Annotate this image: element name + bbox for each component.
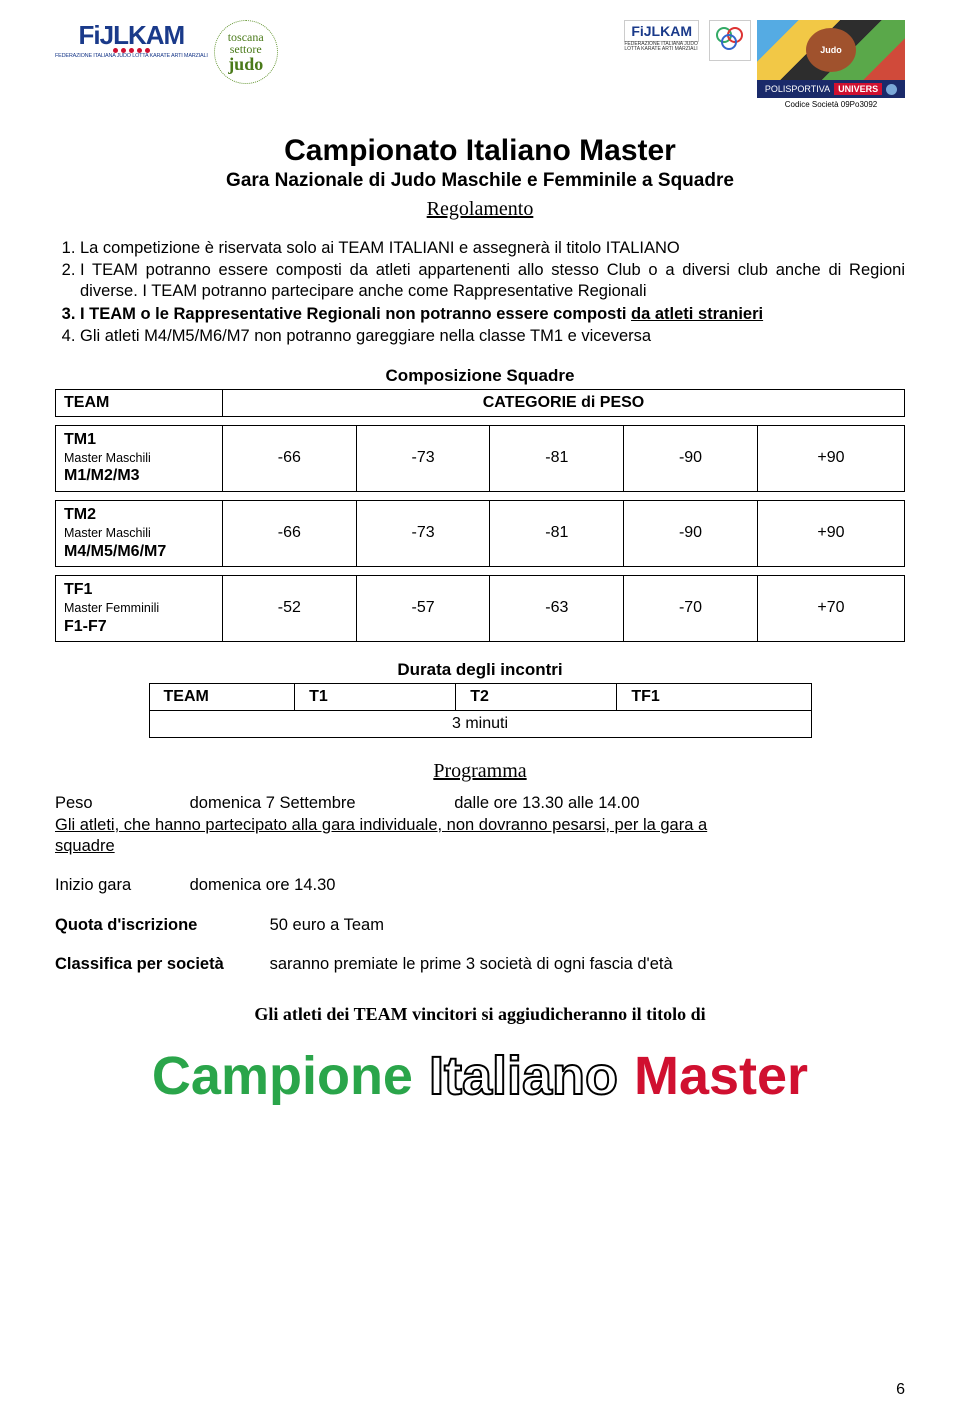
weight-cell: -81	[490, 500, 624, 566]
regolamento-heading: Regolamento	[55, 198, 905, 221]
quota-label: Quota d'iscrizione	[55, 915, 265, 936]
classifica-label: Classifica per società	[55, 954, 265, 975]
header-logos: FiJLKAM FEDERAZIONE ITALIANA JUDO LOTTA …	[55, 20, 905, 109]
rule-3: I TEAM o le Rappresentative Regionali no…	[80, 304, 905, 325]
page-number: 6	[896, 1381, 905, 1399]
team-sub: Master Maschili	[64, 526, 151, 540]
peso-when: domenica 7 Settembre	[190, 793, 450, 814]
judo-oval-label: Judo	[806, 28, 856, 72]
fijlkam-subtitle: FEDERAZIONE ITALIANA JUDO LOTTA KARATE A…	[55, 53, 208, 59]
squad-table: TEAM CATEGORIE di PESO TM1 Master Maschi…	[55, 389, 905, 643]
weight-cell: -73	[356, 425, 490, 491]
inizio-label: Inizio gara	[55, 875, 185, 896]
big-master: Master	[634, 1045, 808, 1107]
peso-note-u: squadre	[55, 837, 115, 855]
rule-3-underline: da atleti stranieri	[631, 305, 763, 323]
durata-c1: T1	[295, 684, 456, 711]
table-row: TM1 Master Maschili M1/M2/M3 -66 -73 -81…	[56, 425, 905, 491]
durata-c2: T2	[456, 684, 617, 711]
big-title: Campione Italiano Master	[55, 1045, 905, 1107]
classifica-line: Classifica per società saranno premiate …	[55, 954, 905, 975]
fijlkam-text: FiJLKAM	[79, 20, 185, 51]
durata-label: Durata degli incontri	[55, 660, 905, 680]
rule-3-pre: I TEAM o le Rappresentative Regionali no…	[80, 305, 631, 323]
weight-cell: -57	[356, 575, 490, 641]
peso-line: Peso domenica 7 Settembre dalle ore 13.3…	[55, 793, 905, 814]
table-row: 3 minuti	[149, 711, 811, 738]
right-fijlkam-block: FiJLKAM FEDERAZIONE ITALIANA JUDO LOTTA …	[624, 20, 699, 52]
weight-cell: -66	[223, 500, 357, 566]
right-fijlkam-text: FiJLKAM	[624, 20, 699, 42]
team-cell: TM2 Master Maschili M4/M5/M6/M7	[56, 500, 223, 566]
weight-cell: +70	[757, 575, 904, 641]
document-title: Campionato Italiano Master	[55, 134, 905, 168]
document-page: FiJLKAM FEDERAZIONE ITALIANA JUDO LOTTA …	[0, 0, 960, 1417]
weight-cell: -90	[624, 500, 758, 566]
table-row: TM2 Master Maschili M4/M5/M6/M7 -66 -73 …	[56, 500, 905, 566]
team-code: TM2	[64, 506, 96, 523]
team-sub2: M4/M5/M6/M7	[64, 543, 166, 560]
big-campione: Campione	[152, 1045, 413, 1107]
quota-val: 50 euro a Team	[270, 915, 384, 936]
team-cell: TM1 Master Maschili M1/M2/M3	[56, 425, 223, 491]
categories-header: CATEGORIE di PESO	[223, 389, 905, 416]
table-row: TF1 Master Femminili F1-F7 -52 -57 -63 -…	[56, 575, 905, 641]
peso-label: Peso	[55, 793, 185, 814]
composizione-label: Composizione Squadre	[55, 366, 905, 386]
toscana-line3: judo	[228, 55, 263, 73]
weight-cell: -90	[624, 425, 758, 491]
weight-cell: -81	[490, 425, 624, 491]
durata-minutes: 3 minuti	[149, 711, 811, 738]
durata-c3: TF1	[617, 684, 811, 711]
logo-right-group: FiJLKAM FEDERAZIONE ITALIANA JUDO LOTTA …	[624, 20, 905, 109]
right-fed-mini: FEDERAZIONE ITALIANA JUDO LOTTA KARATE A…	[624, 42, 699, 52]
rules-list: La competizione è riservata solo ai TEAM…	[55, 238, 905, 348]
weight-cell: -66	[223, 425, 357, 491]
quota-line: Quota d'iscrizione 50 euro a Team	[55, 915, 905, 936]
rule-1: La competizione è riservata solo ai TEAM…	[80, 238, 905, 259]
programma-heading: Programma	[55, 760, 905, 783]
team-cell: TF1 Master Femminili F1-F7	[56, 575, 223, 641]
judo-strip-icon: Judo	[757, 20, 905, 80]
winners-line: Gli atleti dei TEAM vincitori si aggiudi…	[55, 1004, 905, 1025]
classifica-val: saranno premiate le prime 3 società di o…	[270, 954, 673, 975]
inizio-line: Inizio gara domenica ore 14.30	[55, 875, 905, 896]
globe-icon	[886, 84, 897, 95]
peso-note-pre: Gli atleti, che hanno partecipato alla g…	[55, 816, 707, 834]
durata-table: TEAM T1 T2 TF1 3 minuti	[149, 683, 812, 738]
weight-cell: -70	[624, 575, 758, 641]
toscana-badge-icon: toscana settore judo	[214, 20, 278, 84]
coni-logo-icon	[709, 20, 751, 61]
team-sub: Master Maschili	[64, 451, 151, 465]
rule-2: I TEAM potranno essere composti da atlet…	[80, 260, 905, 302]
weight-cell: -52	[223, 575, 357, 641]
weight-cell: +90	[757, 425, 904, 491]
table-row: TEAM CATEGORIE di PESO	[56, 389, 905, 416]
polisportiva-label: POLISPORTIVA UNIVERS	[757, 80, 905, 98]
weight-cell: +90	[757, 500, 904, 566]
codice-societa: Codice Società 09Po3092	[757, 100, 905, 109]
durata-team-h: TEAM	[149, 684, 295, 711]
fijlkam-logo: FiJLKAM FEDERAZIONE ITALIANA JUDO LOTTA …	[55, 20, 208, 59]
big-italiano: Italiano	[429, 1045, 618, 1107]
team-sub: Master Femminili	[64, 601, 159, 615]
polisportiva-text: POLISPORTIVA	[765, 84, 830, 94]
right-judo-block: Judo POLISPORTIVA UNIVERS Codice Società…	[757, 20, 905, 109]
document-subtitle: Gara Nazionale di Judo Maschile e Femmin…	[55, 170, 905, 192]
team-sub2: M1/M2/M3	[64, 467, 140, 484]
team-code: TM1	[64, 431, 96, 448]
weight-cell: -73	[356, 500, 490, 566]
team-code: TF1	[64, 581, 92, 598]
inizio-when: domenica ore 14.30	[190, 875, 336, 896]
logo-left-group: FiJLKAM FEDERAZIONE ITALIANA JUDO LOTTA …	[55, 20, 278, 84]
team-header: TEAM	[56, 389, 223, 416]
peso-hours: dalle ore 13.30 alle 14.00	[454, 793, 639, 814]
universo-text: UNIVERS	[834, 83, 882, 95]
team-sub2: F1-F7	[64, 618, 107, 635]
weight-cell: -63	[490, 575, 624, 641]
rule-4: Gli atleti M4/M5/M6/M7 non potranno gare…	[80, 326, 905, 347]
peso-note: Gli atleti, che hanno partecipato alla g…	[55, 815, 905, 858]
table-row: TEAM T1 T2 TF1	[149, 684, 811, 711]
